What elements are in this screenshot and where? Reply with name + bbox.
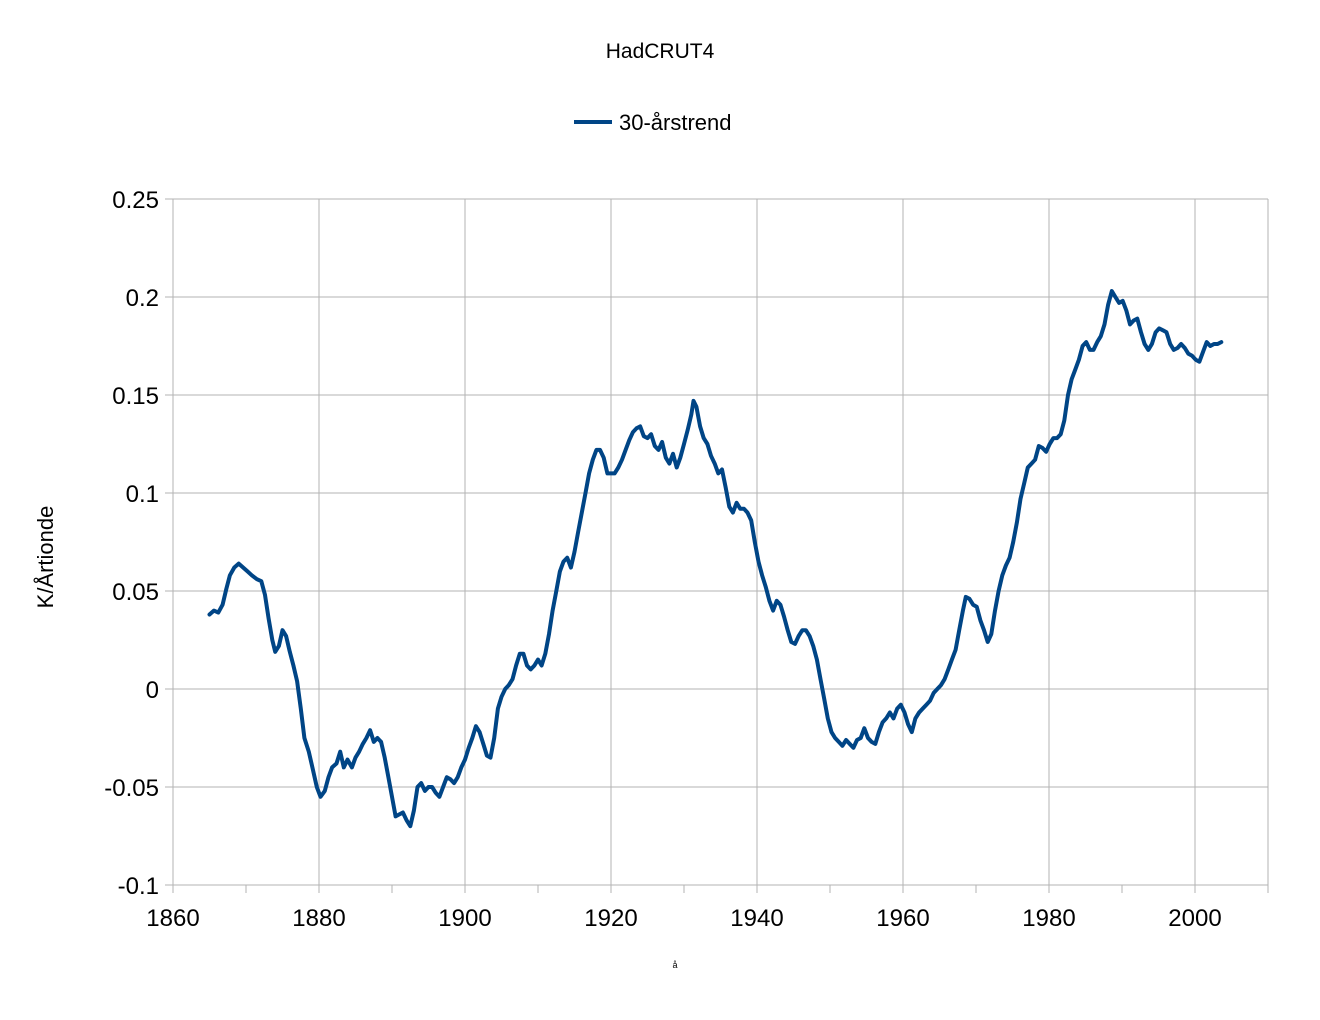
x-axis-label: å [672,960,677,970]
x-tick-label: 2000 [1168,905,1221,932]
axes [165,198,1269,893]
x-tick-label: 1980 [1022,905,1075,932]
y-tick-labels: -0.1 -0.05 0 0.05 0.1 0.15 0.2 0.25 [104,187,159,900]
x-tick-label: 1940 [730,905,783,932]
x-tick-label: 1880 [292,905,345,932]
legend: 30-årstrend [574,110,732,135]
y-tick-label: 0.25 [112,187,159,214]
series-line-30-arstrend [207,289,1224,829]
legend-label-30-arstrend: 30-årstrend [619,110,732,135]
y-tick-label: 0 [146,677,159,704]
y-tick-label: -0.05 [104,775,159,802]
y-tick-label: 0.1 [126,481,159,508]
y-tick-label: 0.05 [112,579,159,606]
x-tick-label: 1960 [876,905,929,932]
y-tick-label: 0.15 [112,383,159,410]
x-tick-label: 1920 [584,905,637,932]
chart-title: HadCRUT4 [606,40,715,63]
x-tick-label: 1900 [438,905,491,932]
y-tick-label: -0.1 [118,873,159,900]
series-layer [207,289,1224,829]
x-tick-labels: 1860 1880 1900 1920 1940 1960 1980 2000 [146,905,1221,932]
y-tick-label: 0.2 [126,285,159,312]
x-tick-label: 1860 [146,905,199,932]
y-axis-label: K/Årtionde [33,506,58,609]
gridlines [172,198,1269,886]
